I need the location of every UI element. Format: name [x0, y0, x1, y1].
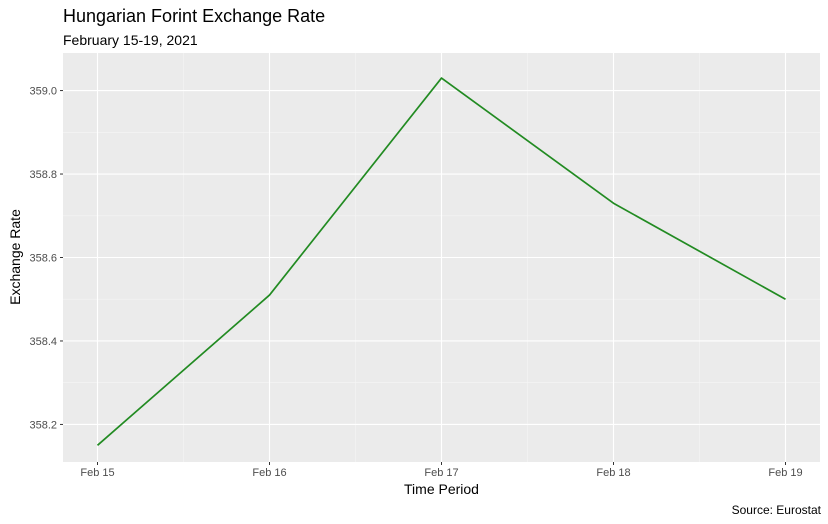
chart-subtitle: February 15-19, 2021 [63, 32, 198, 48]
y-tick-label: 359.0 [29, 86, 57, 98]
y-tick-label: 358.6 [29, 253, 57, 265]
y-tick-label: 358.4 [29, 336, 57, 348]
x-axis-label: Time Period [404, 481, 479, 497]
x-tick-label: Feb 17 [424, 467, 458, 479]
x-tick-label: Feb 16 [252, 467, 286, 479]
axes-layer: 358.2 358.4 358.6 358.8 359.0 Feb 15 Feb 16 Feb… [29, 86, 802, 479]
y-tick-label: 358.8 [29, 169, 57, 181]
y-tick-label: 358.2 [29, 419, 57, 431]
major-gridlines [63, 53, 820, 462]
source-caption: Source: Eurostat [731, 503, 821, 517]
x-tick-label: Feb 15 [80, 467, 114, 479]
chart-title: Hungarian Forint Exchange Rate [63, 6, 326, 26]
x-tick-label: Feb 19 [768, 467, 802, 479]
series-layer [96, 77, 786, 446]
x-tick-label: Feb 18 [596, 467, 630, 479]
y-axis-label: Exchange Rate [7, 209, 23, 305]
